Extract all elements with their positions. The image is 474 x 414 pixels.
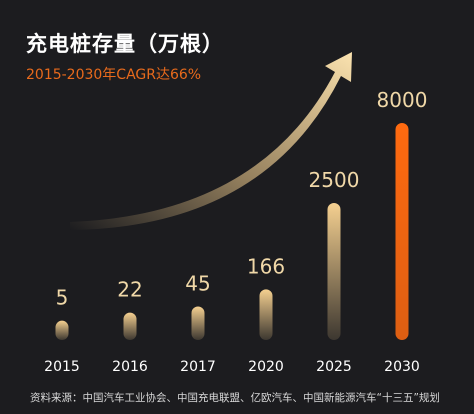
bar-2020 — [259, 289, 273, 340]
bar-2025 — [327, 202, 341, 340]
chart-title: 充电桩存量（万根） — [26, 32, 224, 56]
tick-label-2030: 2030 — [384, 359, 420, 375]
tick-label-2016: 2016 — [112, 359, 148, 375]
value-label-2030: 8000 — [377, 88, 428, 112]
bar-2030 — [395, 123, 409, 340]
value-label-2015: 5 — [56, 286, 69, 310]
trend-arrow-icon — [70, 52, 352, 230]
tick-label-2025: 2025 — [316, 359, 352, 375]
chart-subtitle: 2015-2030年CAGR达66% — [26, 67, 202, 83]
tick-label-2017: 2017 — [180, 359, 216, 375]
bar-2016 — [123, 312, 137, 340]
source-note: 资料来源：中国汽车工业协会、中国充电联盟、亿欧汽车、中国新能源汽车“十三五”规划 — [30, 392, 440, 404]
tick-label-2020: 2020 — [248, 359, 284, 375]
value-label-2025: 2500 — [309, 168, 360, 192]
value-label-2016: 22 — [117, 278, 142, 302]
value-label-2020: 166 — [247, 254, 285, 278]
value-label-2017: 45 — [185, 272, 210, 296]
tick-label-2015: 2015 — [44, 359, 80, 375]
bar-2015 — [55, 320, 69, 340]
bar-2017 — [191, 306, 205, 340]
